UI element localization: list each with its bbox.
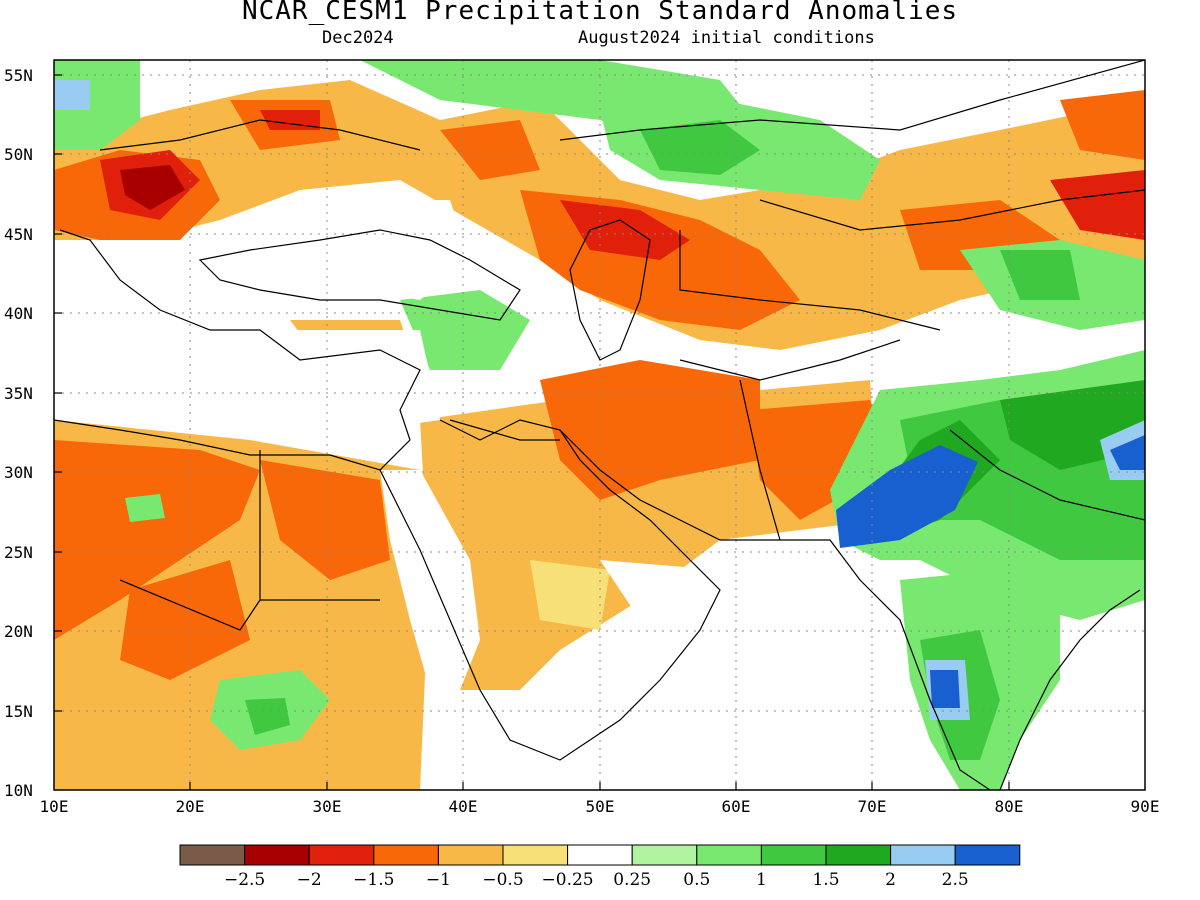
colorbar-label: −1	[426, 870, 451, 890]
latitude-labels: 55N 50N 45N 40N 35N 30N 25N 20N 15N 10N	[4, 66, 33, 800]
lon-label: 20E	[176, 797, 205, 816]
graticule	[54, 60, 1145, 790]
valid-month-label: Dec2024	[322, 28, 394, 48]
colorbar-swatch	[760, 844, 827, 866]
colorbar-swatch	[567, 844, 633, 866]
colorbar-label: 0.5	[683, 870, 710, 890]
colorbar-label: −0.25	[542, 870, 594, 890]
lat-label: 35N	[4, 384, 33, 403]
lon-label: 70E	[858, 797, 887, 816]
lat-label: 30N	[4, 463, 33, 482]
lon-label: 50E	[586, 797, 615, 816]
map-title: NCAR_CESM1 Precipitation Standard Anomal…	[241, 0, 959, 26]
colorbar: −2.5 −2 −1.5 −1 −0.5 −0.25 0.25 0.5 1 1.5 2 2.5	[179, 844, 1021, 890]
colorbar-label: 0.25	[613, 870, 651, 890]
colorbar-label: 2.5	[942, 870, 969, 890]
colorbar-label: 2	[885, 870, 896, 890]
lat-label: 20N	[4, 622, 33, 641]
colorbar-label: −2.5	[224, 870, 265, 890]
coastlines	[54, 60, 1145, 790]
colorbar-swatch	[954, 844, 1021, 866]
longitude-labels: 10E 20E 30E 40E 50E 60E 70E 80E 90E	[40, 797, 1160, 816]
colorbar-label: −2	[297, 870, 322, 890]
lon-label: 30E	[313, 797, 342, 816]
lon-label: 60E	[722, 797, 751, 816]
lon-label: 40E	[449, 797, 478, 816]
lat-label: 15N	[4, 702, 33, 721]
lat-label: 55N	[4, 66, 33, 85]
colorbar-swatch	[244, 844, 310, 866]
lon-label: 10E	[40, 797, 69, 816]
lat-label: 25N	[4, 543, 33, 562]
colorbar-swatch	[308, 844, 375, 866]
colorbar-swatch	[825, 844, 892, 866]
anomaly-field	[54, 60, 1145, 790]
lon-label: 80E	[995, 797, 1024, 816]
colorbar-swatch	[502, 844, 569, 866]
colorbar-swatch	[696, 844, 762, 866]
colorbar-label: −0.5	[482, 870, 523, 890]
colorbar-swatch	[373, 844, 439, 866]
init-conditions-label: August2024 initial conditions	[578, 28, 875, 48]
lat-label: 10N	[4, 781, 33, 800]
colorbar-swatch	[631, 844, 698, 866]
lon-label: 90E	[1131, 797, 1160, 816]
colorbar-swatch	[437, 844, 504, 866]
axis-ticks	[54, 74, 1010, 790]
colorbar-swatch	[890, 844, 956, 866]
colorbar-label: 1.5	[812, 870, 839, 890]
colorbar-label: 1	[756, 870, 767, 890]
lat-label: 50N	[4, 145, 33, 164]
lat-label: 40N	[4, 304, 33, 323]
lat-label: 45N	[4, 225, 33, 244]
colorbar-swatch	[179, 844, 246, 866]
colorbar-label: −1.5	[353, 870, 394, 890]
